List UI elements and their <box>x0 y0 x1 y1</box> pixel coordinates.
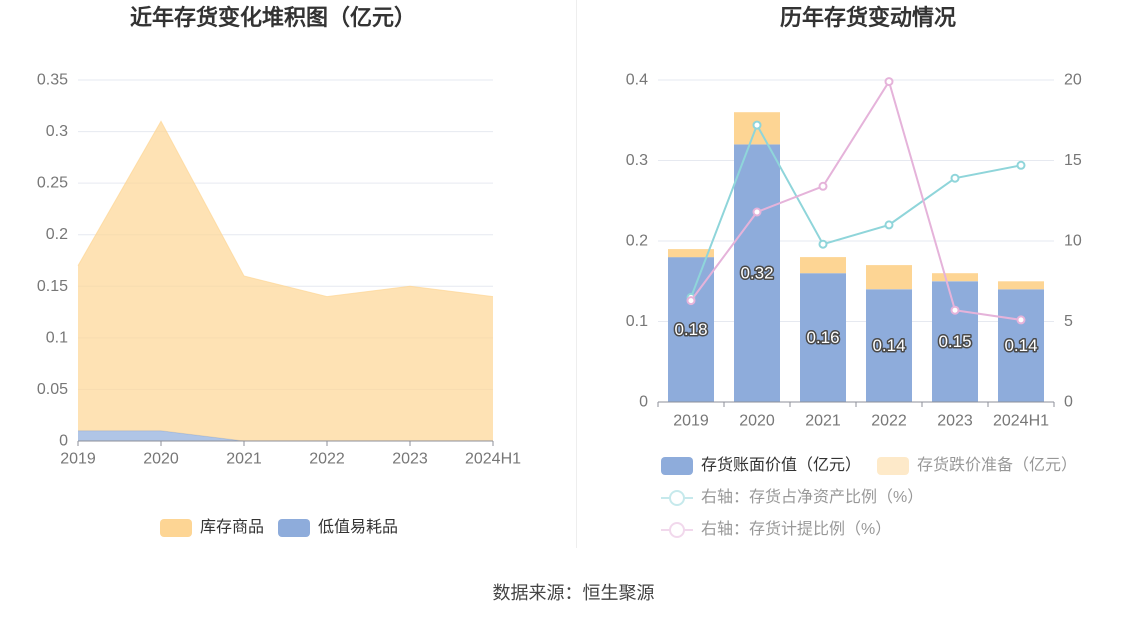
legend-line-icon <box>661 522 693 538</box>
point-provision-ratio <box>884 77 894 87</box>
legend-label: 低值易耗品 <box>318 519 399 536</box>
point-provision-ratio <box>686 296 696 306</box>
bar-value-label: 0.18 <box>674 320 707 339</box>
x-tick-label: 2024H1 <box>993 413 1049 430</box>
bar-impairment-provision <box>998 281 1044 290</box>
legend-swatch <box>877 457 909 475</box>
bar-impairment-provision <box>866 265 912 290</box>
y-tick-label-left: 0.2 <box>626 233 648 250</box>
bar-book-value <box>932 281 978 403</box>
legend-item-low-value-consumables[interactable]: 低值易耗品 <box>278 518 398 538</box>
point-net-asset-ratio <box>950 173 960 183</box>
y-tick-label: 0.3 <box>46 123 68 140</box>
legend-item-inventory-goods[interactable]: 库存商品 <box>160 518 264 538</box>
bar-impairment-provision <box>932 273 978 282</box>
data-source-note: 数据来源：恒生聚源 <box>492 583 655 603</box>
y-tick-label-right: 15 <box>1064 152 1082 169</box>
legend-item-net-asset-ratio[interactable]: 右轴：存货占净资产比例（%） <box>661 488 923 508</box>
legend-label: 右轴：存货占净资产比例（%） <box>701 489 924 506</box>
x-tick-label: 2019 <box>60 451 96 468</box>
y-tick-label-right: 0 <box>1064 394 1073 411</box>
point-provision-ratio <box>818 181 828 191</box>
point-provision-ratio <box>1016 315 1026 325</box>
x-tick-label: 2021 <box>226 451 262 468</box>
x-tick-label: 2020 <box>739 413 775 430</box>
chart-title-left: 近年存货变化堆积图（亿元） <box>129 5 416 30</box>
line-inventory-goods <box>77 120 494 298</box>
left-chart-plot: 0 0.05 0.1 0.15 0.2 0.25 0.3 0.35 2019 2020 2021 20… <box>37 72 521 468</box>
area-inventory-goods <box>78 121 493 442</box>
y-tick-label-right: 5 <box>1064 313 1073 330</box>
legend-label: 右轴：存货计提比例（%） <box>701 521 892 538</box>
bar-book-value <box>866 289 912 402</box>
y-tick-label-left: 0 <box>639 394 648 411</box>
panel-divider <box>576 0 577 548</box>
x-tick-label: 2020 <box>143 451 179 468</box>
bar-value-label: 0.32 <box>740 264 773 283</box>
x-tick-label: 2021 <box>805 413 841 430</box>
legend-label: 存货账面价值（亿元） <box>701 457 862 474</box>
point-net-asset-ratio <box>752 120 762 130</box>
bar-impairment-provision <box>668 249 714 258</box>
x-tick-label: 2022 <box>309 451 345 468</box>
y-tick-label: 0.35 <box>37 72 68 89</box>
legend-item-book-value[interactable]: 存货账面价值（亿元） <box>661 456 861 476</box>
bar-value-label: 0.16 <box>806 328 839 347</box>
x-tick-label: 2024H1 <box>465 451 521 468</box>
bar-value-label: 0.14 <box>872 336 905 355</box>
x-tick-label: 2023 <box>392 451 428 468</box>
y-tick-label-left: 0.3 <box>626 152 648 169</box>
legend-item-impairment-provision[interactable]: 存货跌价准备（亿元） <box>877 456 1077 476</box>
bar-value-label: 0.14 <box>1004 336 1037 355</box>
legend-line-icon <box>661 490 693 506</box>
y-tick-label-left: 0.1 <box>626 313 648 330</box>
x-tick-label: 2022 <box>871 413 907 430</box>
x-tick-label: 2023 <box>937 413 973 430</box>
legend-item-provision-ratio[interactable]: 右轴：存货计提比例（%） <box>661 520 891 540</box>
legend-label: 存货跌价准备（亿元） <box>917 457 1078 474</box>
y-tick-label: 0.2 <box>46 226 68 243</box>
y-tick-label-right: 10 <box>1064 233 1082 250</box>
legend-label: 库存商品 <box>200 519 265 536</box>
point-net-asset-ratio <box>1016 160 1026 170</box>
right-chart-plot: 0 0.1 0.2 0.3 0.4 0 5 10 15 20 2019 2020 2021 2022 202… <box>626 72 1082 430</box>
point-net-asset-ratio <box>818 239 828 249</box>
y-tick-label: 0.15 <box>37 278 68 295</box>
point-net-asset-ratio <box>884 220 894 230</box>
bar-book-value <box>800 273 846 402</box>
chart-title-right: 历年存货变动情况 <box>779 5 956 30</box>
y-tick-label: 0 <box>59 433 68 450</box>
legend-swatch <box>661 457 693 475</box>
point-provision-ratio <box>950 305 960 315</box>
line-provision-ratio <box>690 79 1022 321</box>
bar-book-value <box>998 289 1044 402</box>
point-provision-ratio <box>752 207 762 217</box>
y-tick-label: 0.05 <box>37 381 68 398</box>
y-tick-label: 0.1 <box>46 329 68 346</box>
line-net-asset-ratio <box>690 122 1022 298</box>
x-tick-label: 2019 <box>673 413 709 430</box>
legend-swatch <box>160 519 192 537</box>
y-tick-label: 0.25 <box>37 175 68 192</box>
y-tick-label-right: 20 <box>1064 72 1082 89</box>
bar-impairment-provision <box>800 257 846 274</box>
legend-swatch <box>278 519 310 537</box>
y-tick-label-left: 0.4 <box>626 72 648 89</box>
bar-book-value <box>734 144 780 402</box>
bar-value-label: 0.15 <box>938 332 971 351</box>
